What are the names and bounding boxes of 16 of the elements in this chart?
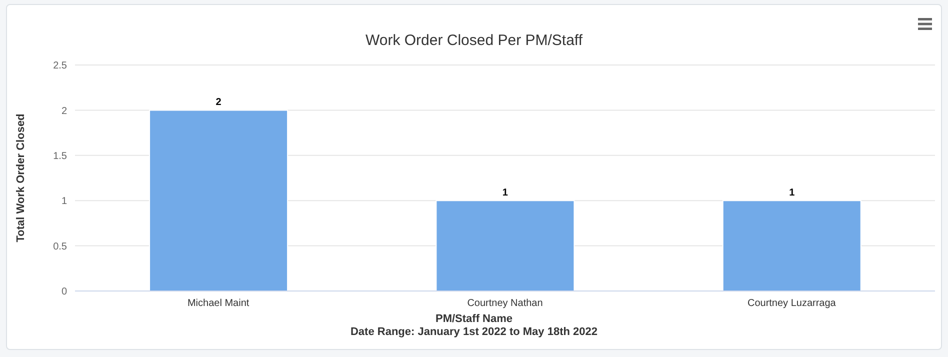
data-label: 1 — [789, 188, 796, 199]
y-tick-label: 1 — [61, 196, 68, 208]
chart-title: Work Order Closed Per PM/Staff — [364, 32, 584, 49]
data-label: 1 — [502, 188, 508, 199]
x-tick-label: Courtney Nathan — [467, 298, 543, 310]
y-tick-label: 2 — [61, 106, 68, 117]
x-tick-label: Courtney Luzarraga — [747, 298, 836, 310]
y-tick-label: 2.5 — [53, 60, 68, 72]
data-label: 2 — [216, 97, 222, 108]
x-axis-title: PM/Staff Name — [434, 313, 514, 325]
text: Date Range: January 1st 2022 to May 18th 2022 — [349, 326, 598, 338]
x-tick-label: Michael Maint — [187, 298, 250, 310]
y-tick-label: 1.5 — [53, 150, 68, 162]
y-tick-label: 0.5 — [53, 241, 68, 252]
y-tick-label: 0 — [61, 286, 68, 298]
y-axis-title: Total Work Order Closed — [15, 114, 27, 242]
